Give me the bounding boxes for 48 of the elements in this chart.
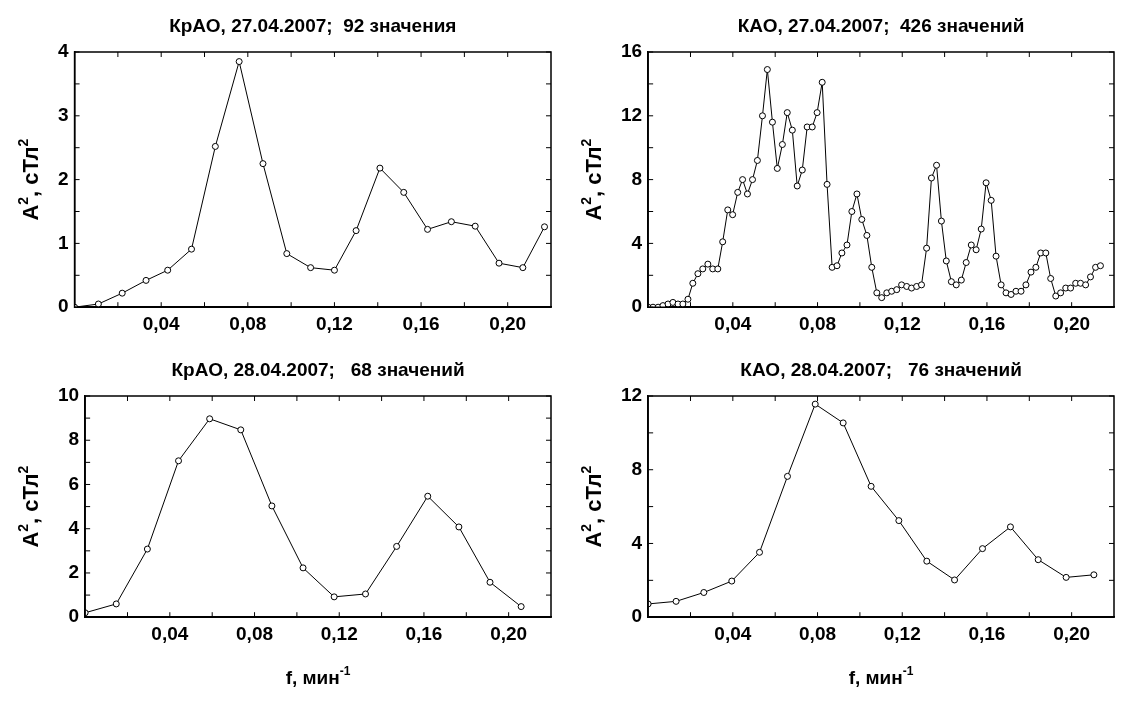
y-tick-label: 4	[68, 516, 80, 538]
x-tick-label: 0,20	[490, 622, 528, 644]
y-tick-label: 1	[57, 231, 69, 253]
x-tick-label: 0,04	[151, 622, 189, 644]
x-tick-label: 0,16	[405, 622, 443, 644]
y-axis-title: A2, сТл2	[578, 138, 606, 221]
y-axis-title: A2, сТл2	[15, 465, 43, 548]
x-tick-label: 0,08	[236, 622, 274, 644]
y-tick-label: 2	[68, 561, 80, 583]
x-tick-label: 0,12	[315, 312, 353, 334]
x-tick-label: 0,04	[142, 312, 181, 334]
y-tick-label: 10	[57, 384, 80, 406]
y-tick-label: 16	[620, 40, 643, 62]
x-tick-label: 0,16	[402, 312, 440, 334]
y-tick-label: 4	[631, 531, 643, 553]
x-tick-label: 0,08	[799, 622, 837, 644]
y-tick-label: 8	[631, 167, 643, 189]
y-tick-label: 12	[620, 104, 643, 126]
chart-title: КАО, 27.04.2007; 426 значений	[737, 15, 1025, 36]
y-axis-title: A2, сТл2	[15, 138, 43, 221]
y-tick-label: 12	[620, 384, 643, 406]
y-tick-label: 0	[631, 605, 643, 627]
y-tick-label: 8	[631, 457, 643, 479]
x-tick-label: 0,12	[320, 622, 358, 644]
chart-title: КрАО, 27.04.2007; 92 значения	[169, 15, 457, 36]
x-tick-label: 0,20	[1053, 622, 1091, 644]
x-tick-label: 0,20	[489, 312, 527, 334]
y-axis-title: A2, сТл2	[578, 465, 606, 548]
y-tick-label: 0	[631, 295, 643, 317]
y-tick-label: 4	[57, 40, 69, 62]
x-tick-label: 0,12	[883, 312, 921, 334]
chart-title: КАО, 28.04.2007; 76 значений	[740, 359, 1022, 380]
y-tick-label: 3	[57, 104, 69, 126]
x-tick-label: 0,16	[968, 312, 1006, 334]
chart-title: КрАО, 28.04.2007; 68 значений	[171, 359, 465, 380]
x-tick-label: 0,12	[883, 622, 921, 644]
x-tick-label: 0,20	[1053, 312, 1091, 334]
y-tick-label: 0	[68, 605, 80, 627]
y-tick-label: 4	[631, 231, 643, 253]
x-tick-label: 0,04	[714, 622, 752, 644]
y-tick-label: 8	[68, 428, 80, 450]
x-tick-label: 0,16	[968, 622, 1006, 644]
x-tick-label: 0,04	[714, 312, 752, 334]
y-tick-label: 6	[68, 472, 80, 494]
x-tick-label: 0,08	[799, 312, 837, 334]
x-tick-label: 0,08	[229, 312, 267, 334]
y-tick-label: 0	[57, 295, 69, 317]
y-tick-label: 2	[57, 167, 69, 189]
